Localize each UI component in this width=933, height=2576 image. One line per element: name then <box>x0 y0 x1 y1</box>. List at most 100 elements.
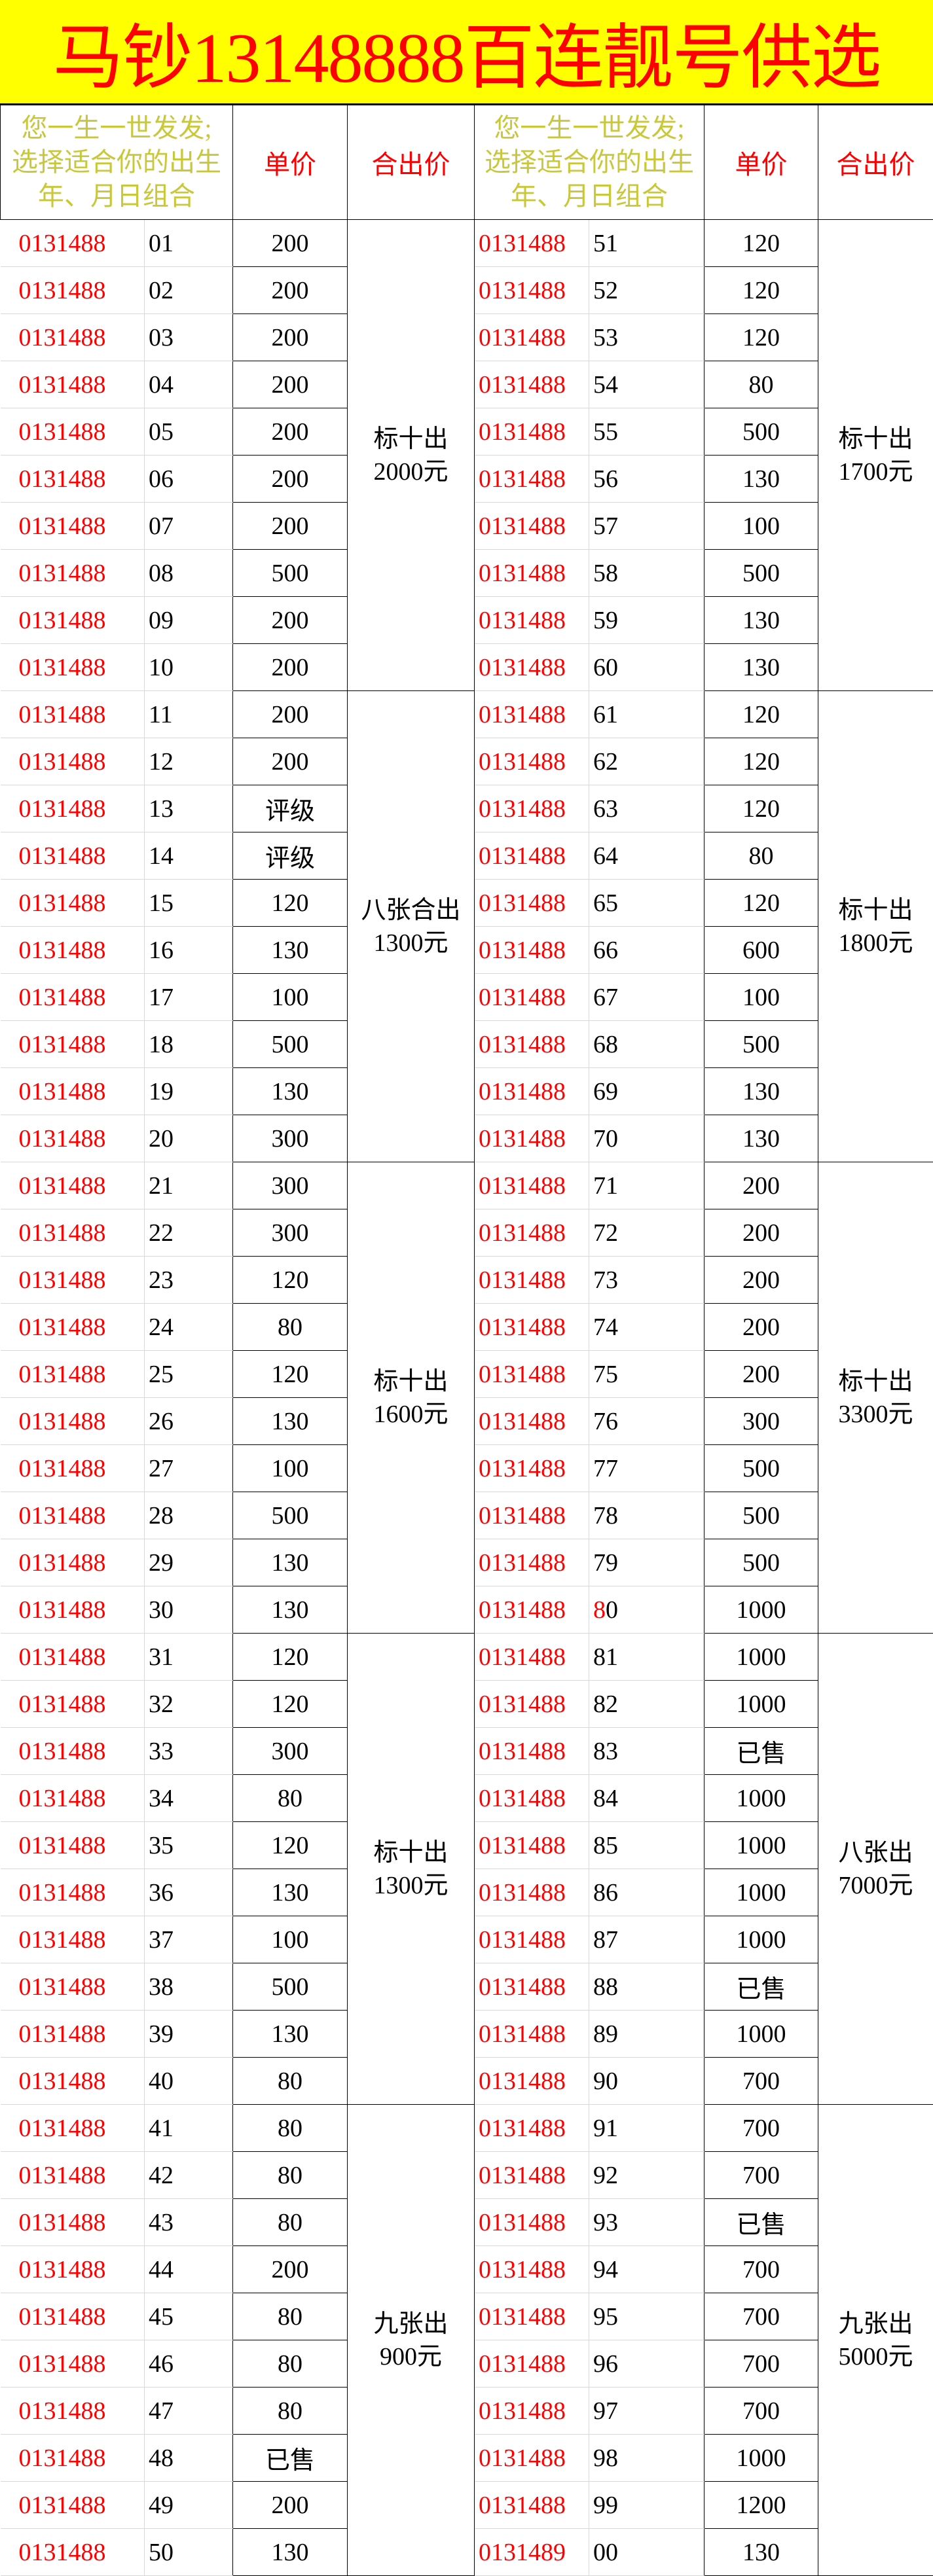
number-suffix: 61 <box>589 690 704 738</box>
number-suffix: 65 <box>589 879 704 927</box>
number-prefix: 0131488 <box>0 2010 145 2058</box>
number-prefix: 0131488 <box>0 2340 145 2388</box>
number-suffix: 92 <box>589 2151 704 2199</box>
number-prefix: 0131488 <box>0 2198 145 2246</box>
number-prefix: 0131488 <box>0 2387 145 2435</box>
number-prefix: 0131488 <box>474 1586 589 1634</box>
number-prefix: 0131488 <box>0 1303 145 1351</box>
page-title: 马钞13148888百连靓号供选 <box>0 0 933 105</box>
number-suffix: 68 <box>589 1020 704 1068</box>
number-suffix: 89 <box>589 2010 704 2058</box>
group-label: 标十出 <box>838 1367 913 1395</box>
number-suffix: 41 <box>144 2104 233 2152</box>
number-suffix: 03 <box>144 313 233 361</box>
group-price: 八张合出 1300元 <box>347 690 475 1162</box>
group-label: 九张出 <box>373 2310 448 2338</box>
number-prefix: 0131488 <box>474 1633 589 1681</box>
unit-price: 200 <box>704 1256 818 1304</box>
unit-price: 已售 <box>704 1963 818 2011</box>
number-suffix: 37 <box>144 1916 233 1963</box>
number-prefix: 0131488 <box>474 1492 589 1539</box>
unit-price: 500 <box>704 549 818 597</box>
number-prefix: 0131488 <box>0 596 145 644</box>
table-row: 0131488 17 100 0131488 67 100 <box>0 973 933 1021</box>
number-prefix: 0131488 <box>474 502 589 550</box>
unit-price: 80 <box>232 2340 348 2388</box>
number-prefix: 0131488 <box>474 1115 589 1162</box>
number-prefix: 0131488 <box>474 266 589 314</box>
table-row: 0131488 24 80 0131488 74 200 <box>0 1303 933 1351</box>
number-prefix: 0131488 <box>474 1067 589 1115</box>
number-prefix: 0131488 <box>474 1020 589 1068</box>
number-suffix: 38 <box>144 1963 233 2011</box>
number-suffix: 91 <box>589 2104 704 2152</box>
unit-price: 700 <box>704 2293 818 2340</box>
number-suffix: 56 <box>589 455 704 503</box>
number-prefix: 0131488 <box>0 832 145 880</box>
unit-price: 200 <box>232 2245 348 2293</box>
number-suffix: 64 <box>589 832 704 880</box>
table-row: 0131488 15 120 0131488 65 120 <box>0 879 933 927</box>
group-price: 八张出 7000元 <box>818 1633 933 2105</box>
table-row: 0131488 34 80 0131488 84 1000 <box>0 1774 933 1822</box>
unit-price: 120 <box>232 1350 348 1398</box>
number-prefix: 0131488 <box>474 361 589 408</box>
unit-price: 120 <box>232 1256 348 1304</box>
number-suffix: 76 <box>589 1397 704 1445</box>
number-suffix: 18 <box>144 1020 233 1068</box>
number-suffix: 73 <box>589 1256 704 1304</box>
number-suffix: 33 <box>144 1727 233 1775</box>
number-prefix: 0131488 <box>474 1916 589 1963</box>
hint-line: 年、月日组合 <box>38 181 195 211</box>
table-row: 0131488 22 300 0131488 72 200 <box>0 1209 933 1257</box>
number-suffix: 79 <box>589 1539 704 1586</box>
number-suffix: 06 <box>144 455 233 503</box>
number-suffix: 67 <box>589 973 704 1021</box>
group-amount: 1300元 <box>373 929 448 957</box>
group-label: 八张出 <box>838 1838 913 1867</box>
number-prefix: 0131488 <box>474 2057 589 2105</box>
number-prefix: 0131488 <box>0 738 145 785</box>
table-row: 0131488 26 130 0131488 76 300 <box>0 1397 933 1445</box>
number-suffix: 21 <box>144 1162 233 1209</box>
unit-price: 80 <box>232 2104 348 2152</box>
unit-price: 100 <box>232 973 348 1021</box>
unit-price: 130 <box>232 2010 348 2058</box>
number-price-table: 您一生一世发发; 选择适合你的出生 年、月日组合 单价 合出价 您一生一世发发;… <box>0 105 933 2576</box>
number-prefix: 0131488 <box>0 2057 145 2105</box>
unit-price: 500 <box>232 1963 348 2011</box>
unit-price: 130 <box>232 1586 348 1634</box>
table-row: 0131488 27 100 0131488 77 500 <box>0 1444 933 1492</box>
number-prefix: 0131488 <box>0 1869 145 1916</box>
number-prefix: 0131488 <box>0 1963 145 2011</box>
unit-price: 100 <box>704 502 818 550</box>
group-price: 标十出 1300元 <box>347 1633 475 2105</box>
number-prefix: 0131488 <box>0 1350 145 1398</box>
number-prefix: 0131488 <box>474 1303 589 1351</box>
number-suffix: 15 <box>144 879 233 927</box>
group-amount: 1700元 <box>838 457 913 486</box>
unit-price: 1000 <box>704 1774 818 1822</box>
number-prefix: 0131488 <box>0 785 145 832</box>
group-amount: 1800元 <box>838 929 913 957</box>
number-prefix: 0131488 <box>0 1020 145 1068</box>
number-suffix: 55 <box>589 408 704 456</box>
number-suffix: 74 <box>589 1303 704 1351</box>
number-prefix: 0131488 <box>474 1774 589 1822</box>
unit-price: 700 <box>704 2057 818 2105</box>
group-amount: 3300元 <box>838 1400 913 1428</box>
hint-line: 年、月日组合 <box>511 181 668 211</box>
table-row: 0131488 02 200 0131488 52 120 <box>0 266 933 314</box>
number-suffix: 27 <box>144 1444 233 1492</box>
unit-price: 130 <box>704 1067 818 1115</box>
unit-price: 500 <box>232 1492 348 1539</box>
table-row: 0131488 48 已售 0131488 98 1000 <box>0 2434 933 2482</box>
unit-price: 200 <box>232 219 348 267</box>
number-suffix: 50 <box>144 2528 233 2576</box>
unit-price: 1000 <box>704 1821 818 1869</box>
number-prefix: 0131488 <box>0 2293 145 2340</box>
unit-price: 130 <box>232 1539 348 1586</box>
table-row: 0131488 10 200 0131488 60 130 <box>0 643 933 691</box>
number-suffix: 34 <box>144 1774 233 1822</box>
table-row: 0131488 08 500 0131488 58 500 <box>0 549 933 597</box>
